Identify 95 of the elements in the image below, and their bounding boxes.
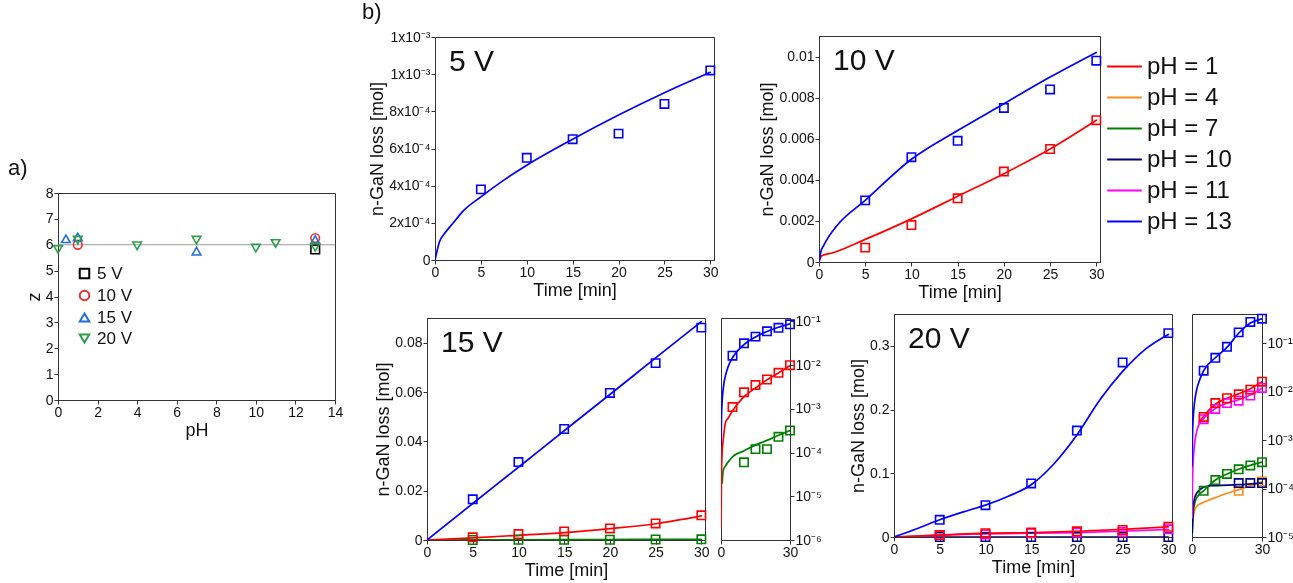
y-tick-label: 0.002 [779, 212, 815, 229]
y-tick-label: 0.02 [395, 482, 423, 499]
legend-label: pH = 13 [1147, 206, 1232, 234]
y-tick-label: 3 [45, 313, 54, 330]
y-tick-label: 0.04 [395, 432, 423, 449]
x-tick-label: 5 [469, 543, 478, 560]
annotation: 20 V [908, 321, 970, 354]
y-tick-label: 2 [45, 339, 54, 356]
x-tick-label: 6 [173, 403, 182, 420]
annotation: 15 V [441, 325, 503, 358]
y-tick-label: 8x10⁻⁴ [389, 102, 431, 119]
legend-label: pH = 11 [1147, 175, 1230, 203]
y-axis-title: z [23, 292, 44, 302]
x-tick-label: 5 [477, 263, 486, 280]
x-tick-label: 30 [1161, 540, 1177, 557]
annotation: 10 V [833, 43, 895, 76]
x-tick-label: 20 [611, 263, 628, 280]
y-tick-label: 10⁻³ [795, 400, 822, 417]
x-tick-label: 0 [1188, 540, 1197, 557]
y-tick-label: 0.008 [779, 89, 815, 106]
y-tick-label: 10⁻¹ [1267, 334, 1293, 351]
x-tick-label: 25 [1042, 265, 1059, 282]
x-tick-label: 25 [657, 263, 673, 280]
x-tick-label: 2 [94, 403, 103, 420]
x-tick-label: 5 [936, 540, 945, 557]
x-axis-title: Time [min] [524, 559, 609, 580]
legend-label: pH = 7 [1147, 113, 1219, 141]
y-axis-title: n-GaN loss [mol] [373, 362, 394, 497]
x-tick-label: 8 [212, 403, 221, 420]
y-tick-label: 4x10⁻⁴ [389, 177, 431, 194]
x-tick-label: 10 [519, 263, 536, 280]
y-tick-label: 8 [45, 184, 54, 201]
y-tick-label: 10⁻⁴ [795, 444, 823, 461]
legend-label: pH = 1 [1147, 51, 1219, 79]
x-tick-label: 20 [996, 265, 1013, 282]
y-tick-label: 0 [422, 251, 431, 268]
y-tick-label: 0.004 [779, 171, 815, 188]
x-tick-label: 15 [1023, 540, 1040, 557]
y-tick-label: 0.01 [787, 48, 815, 65]
x-tick-label: 12 [288, 403, 304, 420]
annotation: 5 V [449, 44, 495, 77]
y-tick-label: 10⁻¹ [795, 312, 822, 329]
legend-label: pH = 10 [1147, 144, 1232, 172]
legend-label: 10 V [97, 285, 133, 305]
x-tick-label: 10 [248, 403, 265, 420]
y-axis-title: n-GaN loss [mol] [848, 358, 869, 494]
y-axis-title: n-GaN loss [mol] [757, 82, 778, 217]
x-tick-label: 15 [556, 543, 573, 560]
y-tick-label: 1 [45, 365, 54, 382]
legend-label: 15 V [97, 307, 133, 327]
x-tick-label: 15 [950, 265, 967, 282]
y-tick-label: 2x10⁻⁴ [389, 214, 431, 231]
x-tick-label: 30 [703, 263, 719, 280]
x-axis-title: Time [min] [918, 281, 1002, 302]
x-tick-label: 30 [1089, 265, 1105, 282]
chart-title: a) [8, 155, 28, 180]
y-tick-label: 0.1 [870, 464, 890, 481]
x-tick-label: 25 [1115, 540, 1132, 557]
y-tick-label: 1x10⁻³ [390, 65, 431, 82]
x-tick-label: 14 [327, 403, 344, 420]
x-tick-label: 30 [694, 543, 710, 560]
x-axis-title: pH [185, 419, 209, 440]
x-tick-label: 4 [133, 403, 142, 420]
x-tick-label: 15 [565, 263, 582, 280]
y-tick-label: 1x10⁻³ [390, 28, 431, 45]
legend-label: pH = 4 [1147, 82, 1219, 110]
y-tick-label: 10⁻³ [1267, 431, 1293, 448]
y-tick-label: 7 [45, 210, 54, 227]
y-tick-label: 0.2 [870, 401, 890, 418]
x-axis-title: Time [min] [533, 279, 617, 300]
x-tick-label: 10 [978, 540, 994, 557]
y-tick-label: 6x10⁻⁴ [389, 140, 431, 156]
chart-title: b) [362, 0, 382, 24]
legend-label: 20 V [97, 328, 133, 348]
x-tick-label: 0 [717, 543, 726, 560]
y-axis-title: n-GaN loss [mol] [367, 81, 388, 217]
y-tick-label: 10⁻² [1267, 383, 1293, 400]
y-tick-label: 10⁻² [795, 356, 822, 373]
x-tick-label: 10 [904, 265, 920, 282]
x-tick-label: 20 [602, 543, 619, 560]
y-tick-label: 0 [45, 391, 54, 408]
x-tick-label: 10 [511, 543, 527, 560]
y-tick-label: 0 [881, 528, 890, 545]
legend-label: 5 V [97, 263, 124, 283]
y-tick-label: 10⁻⁵ [795, 487, 822, 504]
y-tick-label: 0.08 [395, 334, 423, 351]
y-tick-label: 0.3 [870, 337, 890, 354]
x-axis-title: Time [min] [991, 556, 1076, 577]
y-tick-label: 10⁻⁴ [1267, 480, 1293, 497]
y-tick-label: 0.06 [395, 383, 423, 400]
y-tick-label: 0.006 [779, 130, 815, 147]
x-tick-label: 25 [648, 543, 665, 560]
x-tick-label: 20 [1069, 540, 1086, 557]
y-tick-label: 4 [45, 288, 54, 304]
y-tick-label: 6 [45, 236, 54, 253]
